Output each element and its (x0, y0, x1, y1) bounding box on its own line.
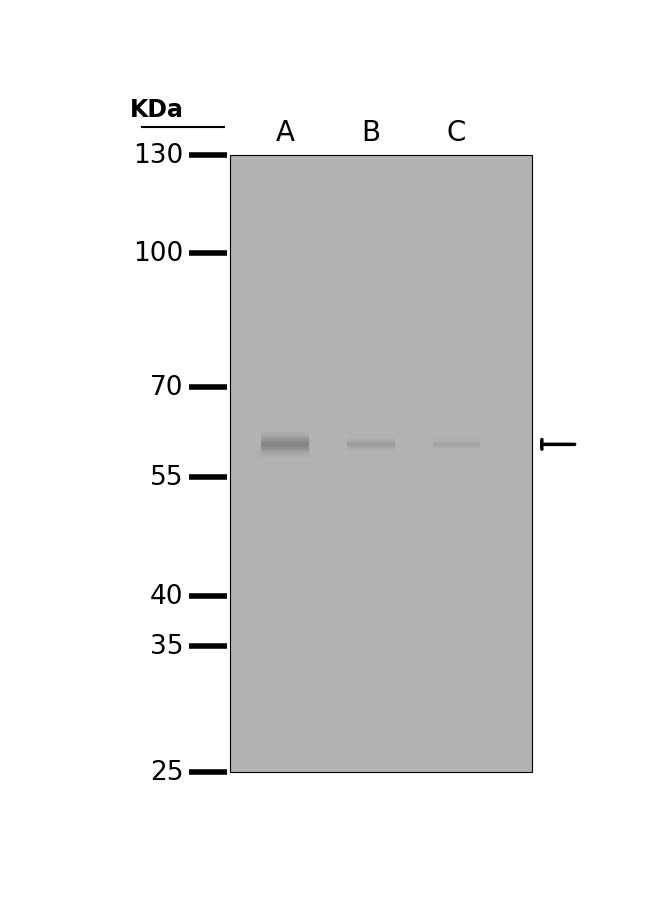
Text: C: C (447, 119, 466, 147)
Text: 40: 40 (150, 583, 183, 610)
Bar (230, 155, 532, 772)
Text: 70: 70 (150, 374, 183, 400)
Text: B: B (361, 119, 380, 147)
Text: KDa: KDa (129, 98, 183, 122)
Text: 130: 130 (133, 143, 183, 169)
Text: 100: 100 (133, 241, 183, 266)
Text: 25: 25 (150, 759, 183, 786)
Text: 35: 35 (150, 634, 183, 659)
Text: 55: 55 (150, 464, 183, 490)
Text: A: A (276, 119, 294, 147)
